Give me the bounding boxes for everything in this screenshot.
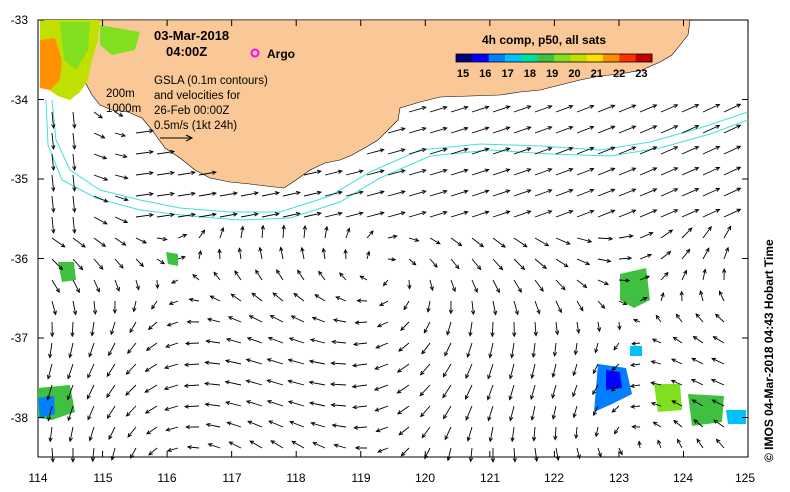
colorbar-segment xyxy=(521,54,538,62)
colorbar-segment xyxy=(472,54,489,62)
lat-label: -36 xyxy=(11,252,29,266)
sst-patch-e-cool xyxy=(606,370,622,390)
depth-label-200m: 200m xyxy=(106,88,135,100)
colorbar-segment xyxy=(619,54,636,62)
sst-patch-f xyxy=(630,346,642,356)
sst-patch-g xyxy=(654,384,682,412)
lat-label: -33 xyxy=(11,13,29,27)
lat-label: -34 xyxy=(11,93,29,107)
lon-label: 114 xyxy=(28,471,47,485)
credit-text: © IMOS 04-Mar-2018 04:43 Hobart Time xyxy=(762,162,776,462)
colorbar-title: 4h comp, p50, all sats xyxy=(482,33,606,47)
colorbar-ticks: 15 16 17 18 19 20 21 22 23 xyxy=(457,68,648,80)
colorbar-tick-label: 18 xyxy=(524,68,536,80)
depth-label-1000m: 1000m xyxy=(106,103,141,115)
lon-label: 122 xyxy=(544,471,564,485)
lat-axis: -33 -34 -35 -36 -37 -38 xyxy=(11,13,29,425)
colorbar-segment xyxy=(570,54,587,62)
lat-label: -35 xyxy=(11,172,29,186)
lat-label: -37 xyxy=(11,331,29,345)
sst-patch-h xyxy=(688,394,724,426)
colorbar-tick-label: 21 xyxy=(591,68,603,80)
lon-label: 121 xyxy=(480,471,500,485)
colorbar-segment xyxy=(603,54,620,62)
gsla-line: and velocities for xyxy=(154,90,240,102)
colorbar-tick-label: 22 xyxy=(613,68,625,80)
map-date: 03-Mar-2018 xyxy=(154,28,229,43)
colorbar-segment xyxy=(456,54,473,62)
colorbar-tick-label: 17 xyxy=(501,68,513,80)
colorbar-segment xyxy=(587,54,604,62)
map-time: 04:00Z xyxy=(166,44,207,59)
colorbar-tick-label: 16 xyxy=(479,68,491,80)
colorbar-segment xyxy=(538,54,555,62)
colorbar-tick-label: 20 xyxy=(568,68,580,80)
lon-label: 119 xyxy=(351,471,370,485)
gsla-line: GSLA (0.1m contours) xyxy=(154,75,268,87)
lon-label: 124 xyxy=(673,471,693,485)
lon-label: 125 xyxy=(735,471,755,485)
velocity-arrow xyxy=(186,343,199,344)
colorbar-tick-label: 23 xyxy=(635,68,647,80)
colorbar-segment xyxy=(554,54,571,62)
lon-label: 115 xyxy=(93,471,112,485)
argo-label: Argo xyxy=(267,47,295,61)
lon-axis: 114 115 116 117 118 119 120 121 122 123 … xyxy=(28,471,755,485)
lon-label: 123 xyxy=(609,471,629,485)
colorbar-segment xyxy=(489,54,506,62)
lon-label: 120 xyxy=(415,471,435,485)
scale-label: 0.5m/s (1kt 24h) xyxy=(154,120,237,132)
lat-label: -38 xyxy=(11,411,29,425)
lon-label: 116 xyxy=(157,471,176,485)
gsla-line: 26-Feb 00:00Z xyxy=(154,105,229,117)
lon-label: 118 xyxy=(286,471,305,485)
colorbar-segment xyxy=(636,54,653,62)
lon-label: 117 xyxy=(222,471,241,485)
colorbar xyxy=(456,54,653,62)
colorbar-tick-label: 15 xyxy=(457,68,469,80)
colorbar-segment xyxy=(505,54,522,62)
colorbar-tick-label: 19 xyxy=(546,68,558,80)
